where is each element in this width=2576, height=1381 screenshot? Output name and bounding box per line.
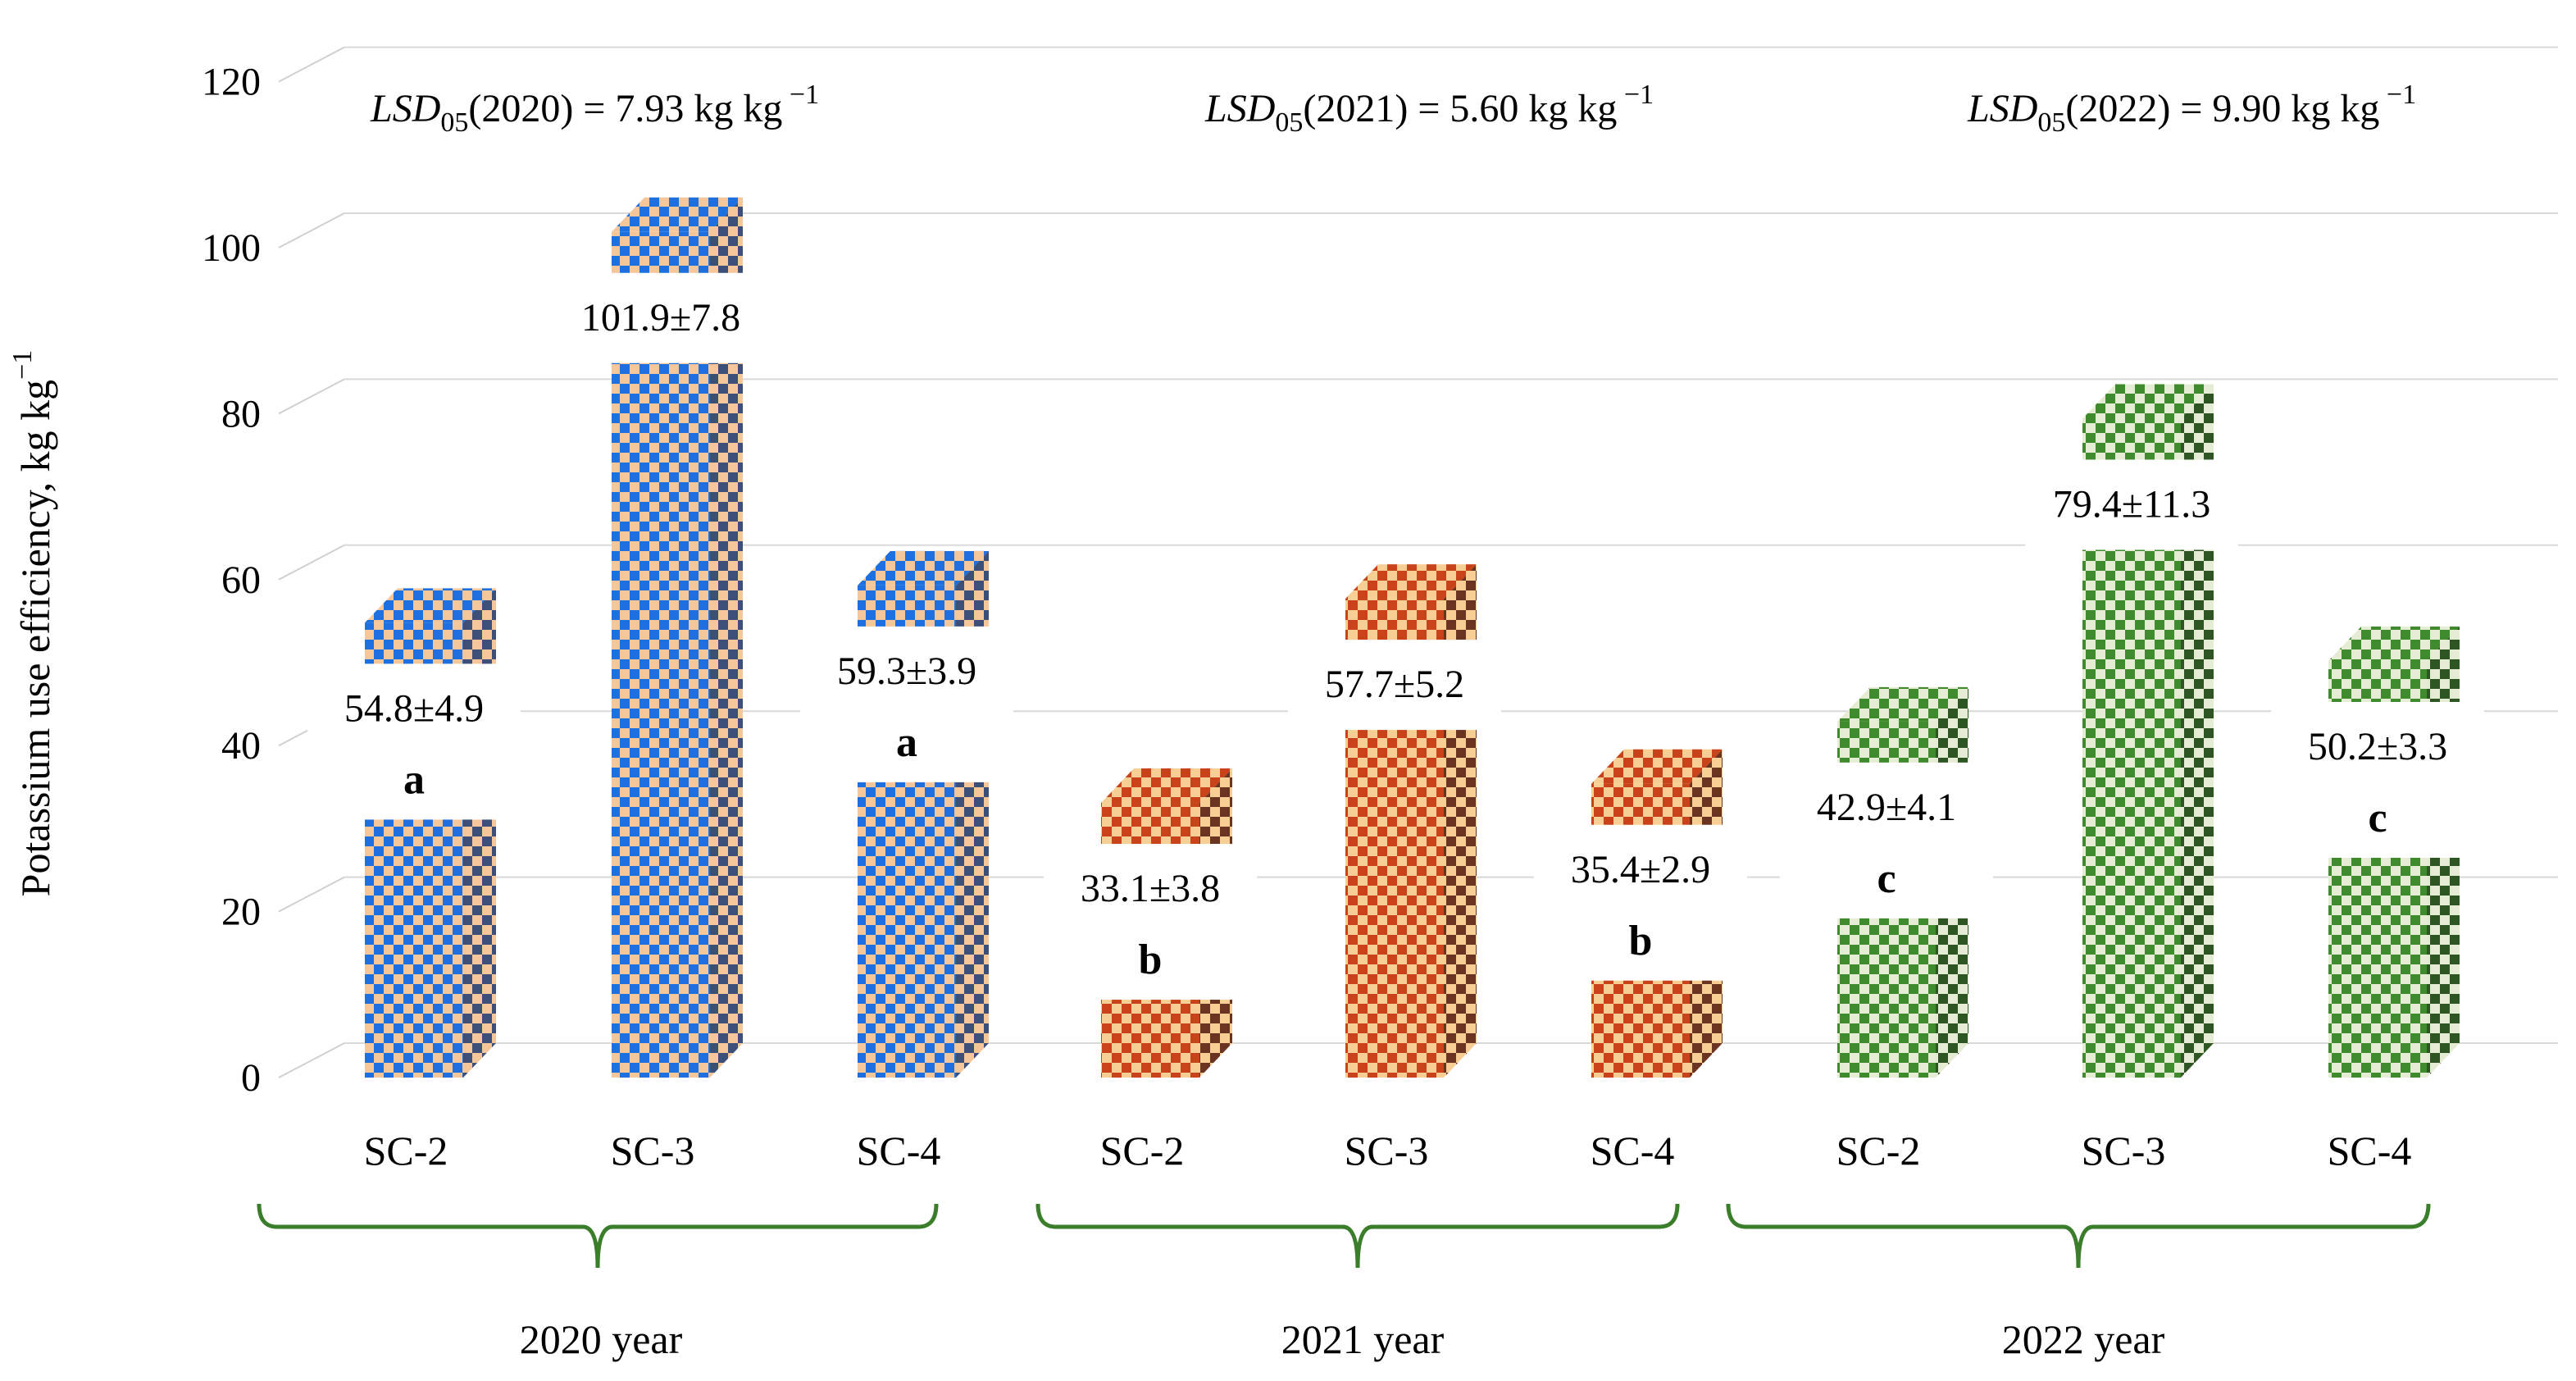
lsd-annotation: LSD05(2020) = 7.93 kg kg −1 bbox=[370, 80, 819, 138]
bar-side bbox=[710, 197, 743, 1078]
category-label: SC-4 bbox=[1591, 1128, 1675, 1174]
bar-front bbox=[612, 231, 710, 1078]
category-label: SC-2 bbox=[1836, 1128, 1921, 1174]
year-bracket bbox=[257, 1203, 939, 1269]
lsd-label: LSD bbox=[1204, 87, 1275, 130]
significance-letter: a bbox=[896, 719, 917, 766]
gridline-diagonal bbox=[278, 544, 345, 581]
label-box bbox=[800, 626, 1013, 782]
category-label: SC-3 bbox=[1345, 1128, 1429, 1174]
bar-top bbox=[1101, 768, 1232, 804]
bar-value-label: 59.3±3.9 bbox=[837, 649, 976, 693]
bar-value-label: 50.2±3.3 bbox=[2308, 725, 2447, 768]
bar-top bbox=[365, 588, 496, 623]
category-label: SC-2 bbox=[364, 1128, 448, 1174]
year-bracket bbox=[1035, 1203, 1680, 1269]
lsd-text: (2021) = 5.60 kg kg bbox=[1303, 87, 1617, 130]
year-label: 2021 year bbox=[1281, 1316, 1445, 1362]
y-tick-label: 40 bbox=[221, 724, 261, 768]
y-tick-labels: 0 20 40 60 80 100 120 bbox=[202, 61, 261, 1100]
lsd-subscript: 05 bbox=[2037, 107, 2065, 138]
category-label: SC-4 bbox=[857, 1128, 941, 1174]
y-axis-title: Potassium use efficiency, kg kg−1 bbox=[7, 350, 58, 897]
label-box bbox=[307, 663, 521, 820]
gridline-diagonal bbox=[278, 212, 345, 248]
y-tick-label: 120 bbox=[202, 61, 261, 104]
lsd-superscript: −1 bbox=[1617, 80, 1654, 110]
significance-letter: c bbox=[1877, 855, 1896, 902]
lsd-label: LSD bbox=[1967, 87, 2037, 130]
label-box bbox=[1780, 762, 1993, 918]
y-axis-title-main: Potassium use efficiency, kg kg bbox=[12, 380, 58, 896]
bar-value-label: 101.9±7.8 bbox=[581, 296, 740, 340]
bar-value-label: 35.4±2.9 bbox=[1571, 848, 1710, 891]
label-box bbox=[1288, 640, 1501, 731]
gridline-diagonal bbox=[278, 1042, 345, 1078]
lsd-label: LSD bbox=[370, 87, 440, 130]
y-tick-label: 60 bbox=[221, 558, 261, 602]
significance-letter: a bbox=[403, 756, 425, 803]
bar-top bbox=[2328, 626, 2460, 661]
lsd-annotation: LSD05(2021) = 5.60 kg kg −1 bbox=[1204, 80, 1654, 138]
year-label: 2022 year bbox=[2002, 1316, 2165, 1362]
bar-side bbox=[2181, 384, 2214, 1078]
bar-value-labels: 54.8±4.9 a 101.9±7.8 59.3±3.9 a 33.1±3.8 b 57.7… bbox=[307, 272, 2484, 1000]
label-box bbox=[554, 272, 767, 363]
category-label: SC-3 bbox=[2082, 1128, 2166, 1174]
bar-side bbox=[463, 588, 496, 1078]
lsd-annotations: LSD05(2020) = 7.93 kg kg −1 LSD05(2021) =… bbox=[370, 80, 2416, 138]
label-box bbox=[2025, 459, 2238, 550]
bar-top bbox=[1345, 564, 1477, 599]
gridline-diagonal bbox=[278, 378, 345, 415]
category-labels: SC-2 SC-3 SC-4 SC-2 SC-3 SC-4 SC-2 SC-3 SC-4 bbox=[364, 1128, 2412, 1174]
label-box bbox=[2271, 701, 2484, 858]
label-box bbox=[1044, 844, 1257, 1000]
bar-top bbox=[1591, 749, 1723, 784]
y-tick-label: 100 bbox=[202, 226, 261, 270]
y-tick-label: 80 bbox=[221, 392, 261, 435]
significance-letter: c bbox=[2368, 795, 2387, 841]
category-label: SC-4 bbox=[2328, 1128, 2412, 1174]
lsd-superscript: −1 bbox=[2379, 80, 2416, 110]
lsd-subscript: 05 bbox=[440, 107, 468, 138]
bar-value-label: 79.4±11.3 bbox=[2053, 482, 2211, 526]
lsd-annotation: LSD05(2022) = 9.90 kg kg −1 bbox=[1967, 80, 2416, 138]
year-brackets: 2020 year 2021 year 2022 year bbox=[257, 1203, 2431, 1362]
bar-value-label: 57.7±5.2 bbox=[1325, 663, 1464, 706]
year-label: 2020 year bbox=[520, 1316, 683, 1362]
bar-top bbox=[1837, 686, 1968, 722]
bar bbox=[612, 197, 743, 1078]
lsd-text: (2022) = 9.90 kg kg bbox=[2065, 87, 2379, 130]
lsd-superscript: −1 bbox=[782, 80, 819, 110]
lsd-text: (2020) = 7.93 kg kg bbox=[468, 87, 782, 130]
significance-letter: b bbox=[1629, 918, 1653, 964]
bar-top bbox=[612, 197, 743, 232]
bar-top bbox=[2082, 384, 2214, 419]
bar-value-label: 42.9±4.1 bbox=[1817, 786, 1956, 829]
label-box bbox=[1534, 824, 1747, 981]
significance-letter: b bbox=[1139, 937, 1163, 983]
y-tick-label: 20 bbox=[221, 891, 261, 934]
bar-value-label: 54.8±4.9 bbox=[344, 686, 484, 730]
bar-value-label: 33.1±3.8 bbox=[1081, 867, 1220, 910]
year-bracket bbox=[1726, 1203, 2431, 1269]
gridline-diagonal bbox=[278, 876, 345, 913]
category-label: SC-2 bbox=[1100, 1128, 1185, 1174]
category-label: SC-3 bbox=[611, 1128, 695, 1174]
lsd-subscript: 05 bbox=[1275, 107, 1303, 138]
gridline-diagonal bbox=[278, 46, 345, 83]
y-axis-title-sup: −1 bbox=[7, 350, 38, 380]
bar-top bbox=[858, 550, 989, 586]
bar bbox=[365, 588, 496, 1078]
y-tick-label: 0 bbox=[241, 1056, 261, 1100]
